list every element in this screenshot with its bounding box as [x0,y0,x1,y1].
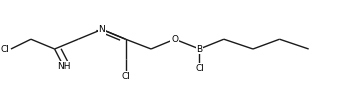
Text: O: O [171,35,178,44]
Text: Cl: Cl [0,44,9,54]
Text: B: B [197,44,202,54]
Text: Cl: Cl [195,64,204,73]
Text: Cl: Cl [121,72,130,81]
Text: NH: NH [57,62,71,71]
Text: N: N [99,25,105,34]
